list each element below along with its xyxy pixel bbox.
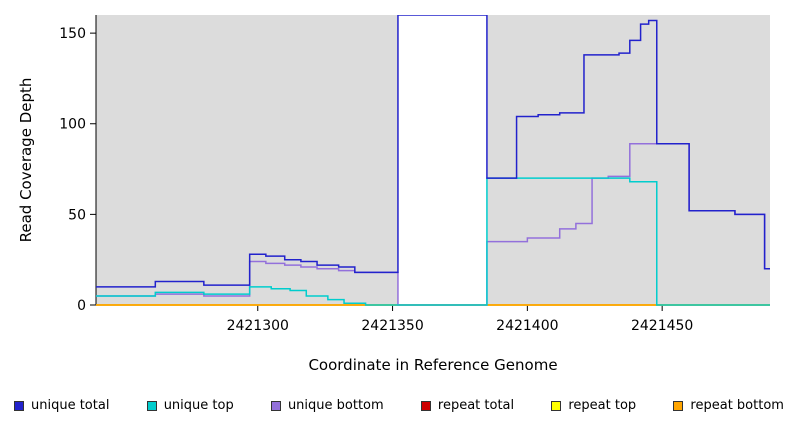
- legend-item-unique-total: unique total: [14, 398, 109, 413]
- x-tick-label: 2421450: [631, 318, 693, 334]
- unique-bottom-swatch-icon: [270, 400, 281, 411]
- shaded-region: [486, 15, 770, 305]
- series-unique-top-line: [96, 177, 770, 306]
- x-tick-label: 2421300: [227, 318, 289, 334]
- legend-item-repeat-bottom: repeat bottom: [673, 398, 784, 413]
- legend-item-unique-top: unique top: [146, 398, 234, 413]
- series-unique-total-line: [96, 15, 770, 288]
- repeat-bottom-swatch-icon: [673, 400, 684, 411]
- x-axis-title: Coordinate in Reference Genome: [308, 356, 558, 374]
- y-tick-label: 0: [77, 298, 86, 314]
- legend-label: unique total: [31, 398, 110, 413]
- legend-label: unique bottom: [287, 398, 384, 413]
- repeat-top-swatch-icon: [551, 400, 562, 411]
- x-tick-label: 2421400: [496, 318, 558, 334]
- y-tick-label: 50: [68, 207, 86, 223]
- legend-item-repeat-top: repeat top: [551, 398, 636, 413]
- legend-label: repeat top: [568, 398, 637, 413]
- legend: unique total unique top unique bottom repea…: [14, 398, 784, 413]
- shaded-region: [96, 15, 398, 305]
- unique-top-swatch-icon: [146, 400, 157, 411]
- legend-label: unique top: [163, 398, 234, 413]
- y-tick-label: 150: [59, 26, 86, 42]
- repeat-total-swatch-icon: [420, 400, 431, 411]
- legend-item-unique-bottom: unique bottom: [270, 398, 384, 413]
- unique-total-swatch-icon: [14, 400, 24, 411]
- legend-label: repeat total: [437, 398, 515, 413]
- legend-item-repeat-total: repeat total: [420, 398, 515, 413]
- y-tick-label: 100: [59, 117, 86, 133]
- legend-label: repeat bottom: [690, 398, 784, 413]
- y-axis-title: Read Coverage Depth: [17, 77, 35, 243]
- x-tick-label: 2421350: [361, 318, 423, 334]
